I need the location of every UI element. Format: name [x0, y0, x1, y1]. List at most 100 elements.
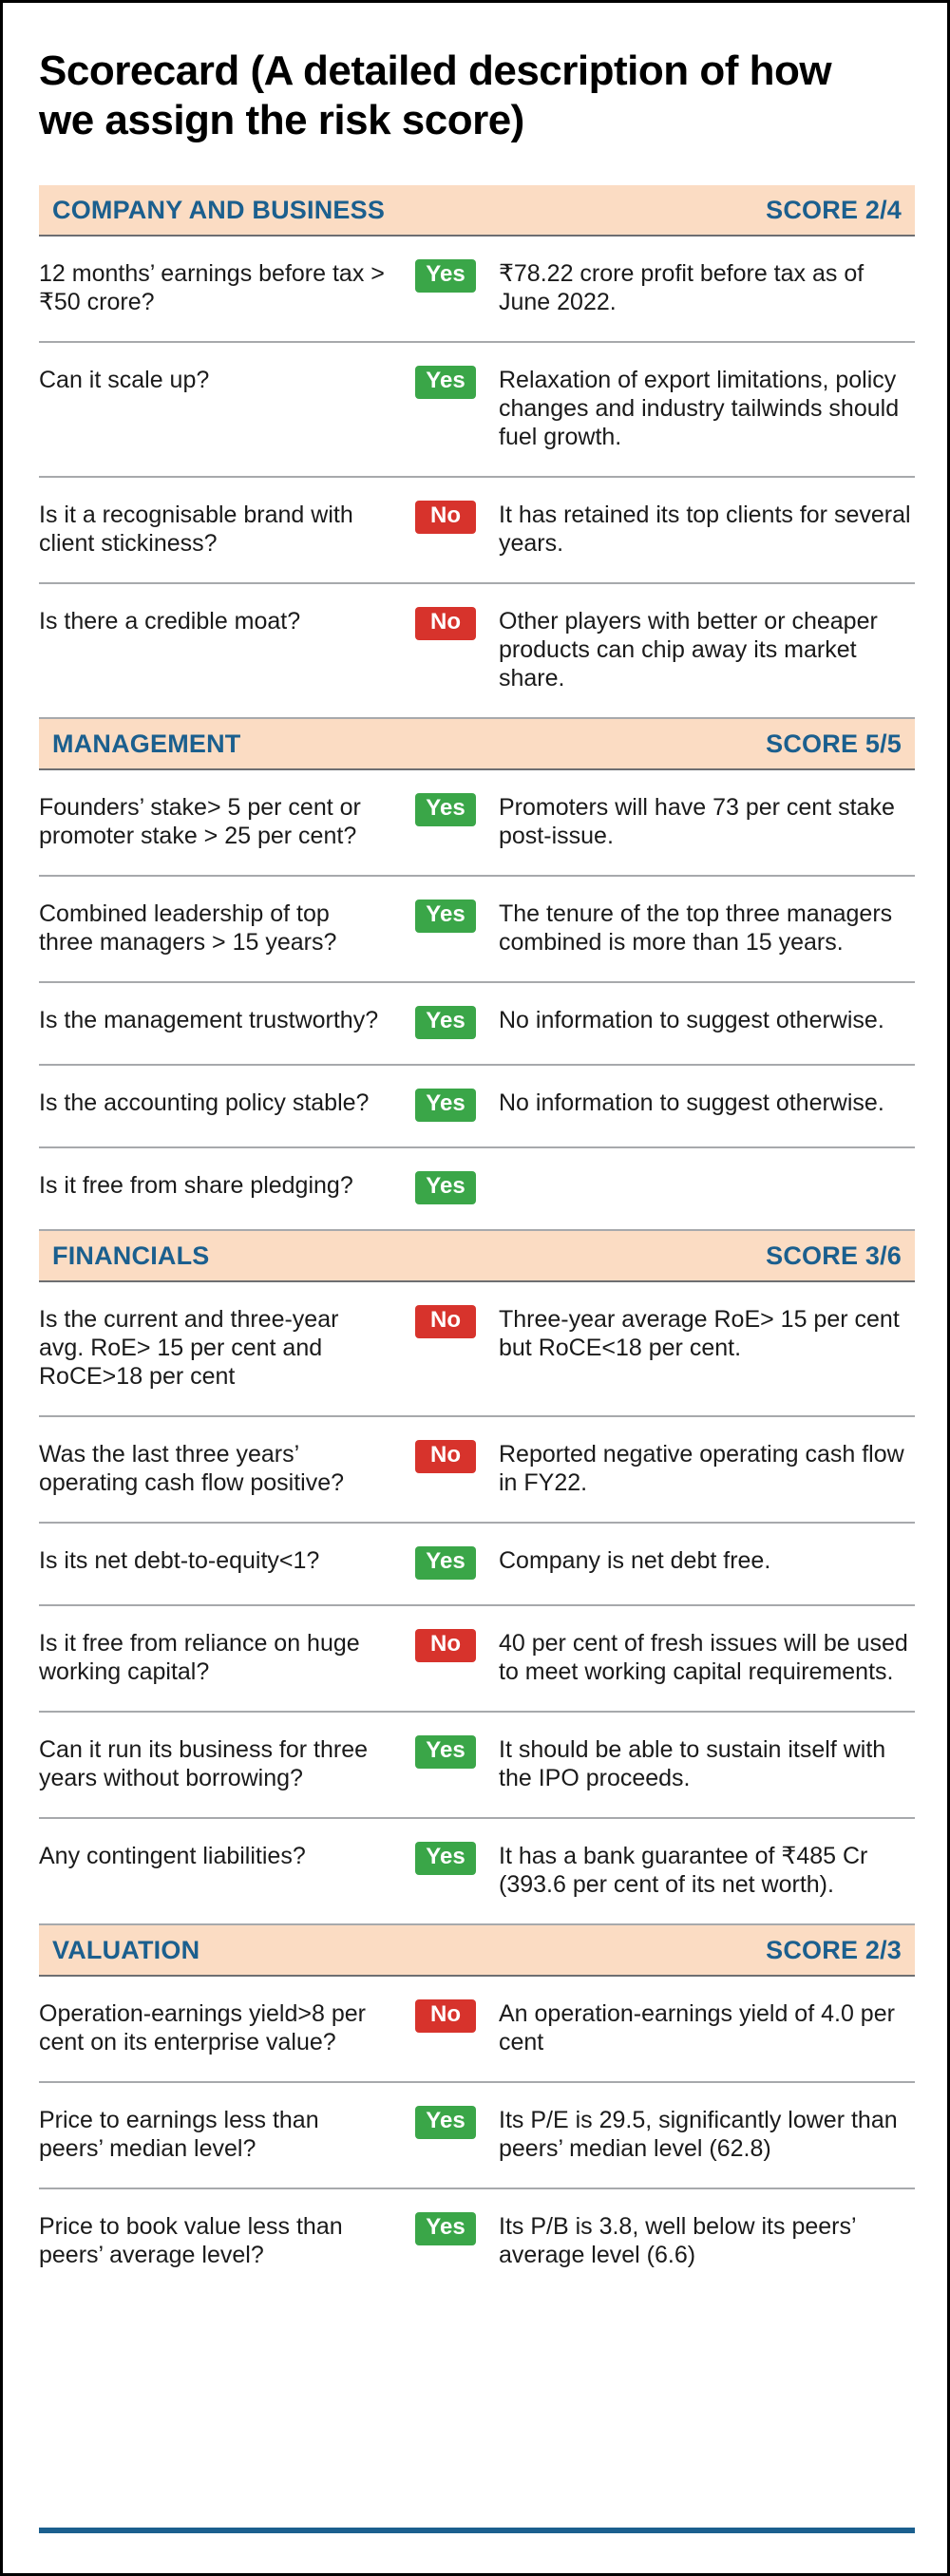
answer-cell: Yes [415, 259, 499, 316]
answer-cell: Yes [415, 793, 499, 850]
comment-text: Its P/B is 3.8, well below its peers’ av… [499, 2213, 856, 2268]
question-text: Can it run its business for three years … [39, 1736, 368, 1791]
comment-text: Reported negative operating cash flow in… [499, 1441, 904, 1496]
answer-cell: Yes [415, 1171, 499, 1204]
comment-text: Its P/E is 29.5, significantly lower tha… [499, 2107, 898, 2162]
answer-badge: Yes [415, 793, 476, 826]
comment-text: The tenure of the top three managers com… [499, 900, 893, 956]
question-text: Was the last three years’ operating cash… [39, 1441, 345, 1496]
answer-badge: Yes [415, 2212, 476, 2245]
section-title: MANAGEMENT [52, 729, 241, 758]
question-text: 12 months’ earnings before tax > ₹50 cro… [39, 260, 385, 315]
sections: COMPANY AND BUSINESS SCORE 2/4 12 months… [39, 185, 915, 2294]
question-text: Is it a recognisable brand with client s… [39, 502, 353, 557]
answer-badge: Yes [415, 1842, 476, 1875]
section-title: COMPANY AND BUSINESS [52, 195, 386, 224]
question-text: Combined leadership of top three manager… [39, 900, 337, 956]
question-text: Founders’ stake> 5 per cent or promoter … [39, 794, 361, 849]
question-text: Is its net debt-to-equity<1? [39, 1547, 320, 1574]
comment-text: Company is net debt free. [499, 1547, 771, 1574]
section-header: COMPANY AND BUSINESS SCORE 2/4 [39, 185, 915, 237]
section-rows: Is the current and three-year avg. RoE> … [39, 1282, 915, 1925]
comment-text: It has retained its top clients for seve… [499, 502, 911, 557]
answer-badge: Yes [415, 2106, 476, 2139]
score-section: FINANCIALS SCORE 3/6 Is the current and … [39, 1231, 915, 1925]
answer-badge: Yes [415, 1735, 476, 1769]
comment-text: It should be able to sustain itself with… [499, 1736, 886, 1791]
table-row: Operation-earnings yield>8 per cent on i… [39, 1977, 915, 2083]
question-text: Operation-earnings yield>8 per cent on i… [39, 2000, 366, 2055]
comment-text: It has a bank guarantee of ₹485 Cr (393.… [499, 1843, 868, 1898]
section-title: VALUATION [52, 1935, 200, 1964]
table-row: Price to earnings less than peers’ media… [39, 2083, 915, 2189]
answer-badge: Yes [415, 1089, 476, 1122]
answer-badge: No [415, 1440, 476, 1473]
section-rows: Founders’ stake> 5 per cent or promoter … [39, 770, 915, 1231]
answer-badge: Yes [415, 1546, 476, 1580]
question-text: Is it free from share pledging? [39, 1172, 353, 1199]
section-rows: Operation-earnings yield>8 per cent on i… [39, 1977, 915, 2294]
table-row: Is the accounting policy stable? Yes No … [39, 1066, 915, 1148]
comment-text: ₹78.22 crore profit before tax as of Jun… [499, 260, 864, 315]
answer-cell: Yes [415, 1546, 499, 1580]
question-text: Is the management trustworthy? [39, 1007, 379, 1033]
answer-badge: No [415, 607, 476, 640]
question-text: Is there a credible moat? [39, 608, 301, 635]
section-score: SCORE 5/5 [766, 729, 902, 758]
page-title-line1: Scorecard (A detailed description of how [39, 47, 832, 94]
section-score: SCORE 2/4 [766, 195, 902, 224]
answer-badge: Yes [415, 259, 476, 293]
comment-text: Relaxation of export limitations, policy… [499, 367, 900, 450]
score-section: MANAGEMENT SCORE 5/5 Founders’ stake> 5 … [39, 719, 915, 1231]
section-header: MANAGEMENT SCORE 5/5 [39, 719, 915, 770]
answer-badge: No [415, 501, 476, 534]
answer-cell: Yes [415, 1006, 499, 1039]
answer-cell: No [415, 1629, 499, 1686]
comment-text: Promoters will have 73 per cent stake po… [499, 794, 895, 849]
comment-text: An operation-earnings yield of 4.0 per c… [499, 2000, 895, 2055]
answer-badge: No [415, 1999, 476, 2033]
answer-cell: Yes [415, 900, 499, 957]
answer-cell: No [415, 607, 499, 692]
footer-divider [39, 2528, 915, 2533]
page-title-line2: we assign the risk score) [39, 97, 524, 143]
comment-text: No information to suggest otherwise. [499, 1089, 884, 1116]
section-header: VALUATION SCORE 2/3 [39, 1925, 915, 1977]
answer-cell: No [415, 1305, 499, 1391]
question-text: Is the accounting policy stable? [39, 1089, 370, 1116]
answer-cell: No [415, 1999, 499, 2056]
answer-cell: Yes [415, 2212, 499, 2269]
table-row: Combined leadership of top three manager… [39, 877, 915, 983]
section-score: SCORE 3/6 [766, 1241, 902, 1270]
question-text: Price to earnings less than peers’ media… [39, 2107, 319, 2162]
table-row: Is it free from share pledging? Yes [39, 1148, 915, 1231]
comment-text: Other players with better or cheaper pro… [499, 608, 878, 691]
answer-badge: Yes [415, 1006, 476, 1039]
table-row: Is the management trustworthy? Yes No in… [39, 983, 915, 1066]
table-row: Price to book value less than peers’ ave… [39, 2189, 915, 2294]
comment-text: Three-year average RoE> 15 per cent but … [499, 1306, 900, 1361]
table-row: Was the last three years’ operating cash… [39, 1417, 915, 1524]
score-section: VALUATION SCORE 2/3 Operation-earnings y… [39, 1925, 915, 2294]
table-row: Can it scale up? Yes Relaxation of expor… [39, 343, 915, 478]
comment-text [499, 1171, 915, 1204]
answer-badge: No [415, 1305, 476, 1338]
table-row: Is the current and three-year avg. RoE> … [39, 1282, 915, 1417]
answer-badge: Yes [415, 1171, 476, 1204]
table-row: Is it free from reliance on huge working… [39, 1606, 915, 1713]
answer-badge: Yes [415, 900, 476, 933]
table-row: Any contingent liabilities? Yes It has a… [39, 1819, 915, 1925]
table-row: 12 months’ earnings before tax > ₹50 cro… [39, 237, 915, 343]
table-row: Is its net debt-to-equity<1? Yes Company… [39, 1524, 915, 1606]
comment-text: No information to suggest otherwise. [499, 1007, 884, 1033]
answer-badge: No [415, 1629, 476, 1662]
question-text: Price to book value less than peers’ ave… [39, 2213, 343, 2268]
comment-text: 40 per cent of fresh issues will be used… [499, 1630, 908, 1685]
answer-cell: Yes [415, 1735, 499, 1792]
answer-cell: Yes [415, 366, 499, 451]
answer-cell: Yes [415, 2106, 499, 2163]
answer-cell: No [415, 501, 499, 558]
section-score: SCORE 2/3 [766, 1935, 902, 1964]
answer-cell: No [415, 1440, 499, 1497]
